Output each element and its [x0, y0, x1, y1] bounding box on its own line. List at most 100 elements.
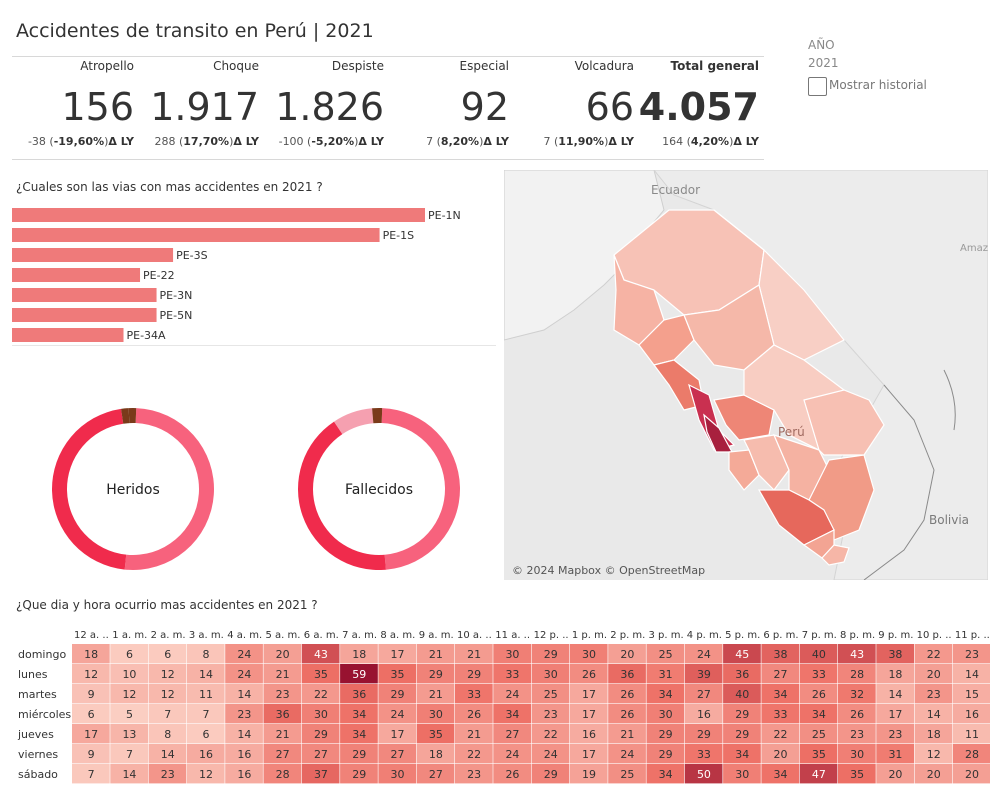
- heatmap-cell[interactable]: [608, 684, 646, 704]
- heatmap-cell[interactable]: [799, 704, 838, 724]
- bar-PE-3N[interactable]: [12, 288, 157, 302]
- heatmap-cell[interactable]: [876, 764, 914, 784]
- heatmap-cell[interactable]: [378, 764, 417, 784]
- heatmap-cell[interactable]: [761, 744, 800, 764]
- heatmap-cell[interactable]: [148, 724, 187, 744]
- heatmap-cell[interactable]: [148, 744, 187, 764]
- heatmap-cell[interactable]: [799, 664, 838, 684]
- heatmap-cell[interactable]: [186, 724, 225, 744]
- donut-slice-b[interactable]: [51, 408, 127, 570]
- heatmap-cell[interactable]: [876, 704, 914, 724]
- kpi-atropello[interactable]: Atropello 156 -38 (-19,60%)Δ LY: [12, 57, 136, 157]
- heatmap-cell[interactable]: [416, 704, 455, 724]
- heatmap-cell[interactable]: [876, 644, 914, 664]
- heatmap-cell[interactable]: [608, 764, 646, 784]
- heatmap-cell[interactable]: [914, 744, 953, 764]
- heatmap-cell[interactable]: [608, 664, 646, 684]
- heatmap-cell[interactable]: [493, 644, 531, 664]
- heatmap-cell[interactable]: [263, 744, 302, 764]
- heatmap-cell[interactable]: [340, 744, 378, 764]
- heatmap-cell[interactable]: [952, 744, 990, 764]
- donut-slice-a[interactable]: [381, 408, 460, 570]
- heatmap-cell[interactable]: [493, 764, 531, 784]
- donut-slice-c[interactable]: [121, 408, 130, 424]
- heatmap-cell[interactable]: [531, 724, 570, 744]
- heatmap-cell[interactable]: [761, 684, 800, 704]
- heatmap-cell[interactable]: [455, 744, 493, 764]
- bar-PE-1N[interactable]: [12, 208, 425, 222]
- heatmap-cell[interactable]: [186, 764, 225, 784]
- heatmap-cell[interactable]: [914, 664, 953, 684]
- heatmap-cell[interactable]: [646, 704, 685, 724]
- heatmap-cell[interactable]: [455, 764, 493, 784]
- heatmap-cell[interactable]: [110, 724, 148, 744]
- history-checkbox[interactable]: [808, 77, 827, 96]
- heatmap-cell[interactable]: [838, 744, 876, 764]
- heatmap-cell[interactable]: [110, 644, 148, 664]
- bar-PE-34A[interactable]: [12, 328, 124, 342]
- heatmap-cell[interactable]: [684, 644, 723, 664]
- donut-slice-d[interactable]: [128, 408, 137, 424]
- heatmap-cell[interactable]: [646, 684, 685, 704]
- heatmap-cell[interactable]: [455, 724, 493, 744]
- heatmap-cell[interactable]: [148, 664, 187, 684]
- heatmap-cell[interactable]: [876, 684, 914, 704]
- heatmap-cell[interactable]: [952, 684, 990, 704]
- donut-slice-a[interactable]: [124, 408, 214, 570]
- heatmap-cell[interactable]: [340, 644, 378, 664]
- heatmap-cell[interactable]: [263, 644, 302, 664]
- heatmap-cell[interactable]: [684, 684, 723, 704]
- heatmap-cell[interactable]: [225, 724, 263, 744]
- heatmap-cell[interactable]: [110, 704, 148, 724]
- heatmap-cell[interactable]: [838, 664, 876, 684]
- heatmap-cell[interactable]: [838, 644, 876, 664]
- heatmap-cell[interactable]: [340, 684, 378, 704]
- heatmap-cell[interactable]: [416, 644, 455, 664]
- heatmap-cell[interactable]: [838, 704, 876, 724]
- heatmap-cell[interactable]: [684, 704, 723, 724]
- year-filter-value[interactable]: 2021: [808, 56, 839, 70]
- heatmap-cell[interactable]: [723, 724, 761, 744]
- heatmap-cell[interactable]: [225, 664, 263, 684]
- heatmap-cell[interactable]: [225, 644, 263, 664]
- heatmap-cell[interactable]: [569, 764, 608, 784]
- heatmap-cell[interactable]: [72, 724, 110, 744]
- heatmap-cell[interactable]: [723, 744, 761, 764]
- heatmap-cell[interactable]: [569, 644, 608, 664]
- heatmap-cell[interactable]: [416, 764, 455, 784]
- heatmap-cell[interactable]: [684, 664, 723, 684]
- heatmap-cell[interactable]: [531, 644, 570, 664]
- bar-PE-3S[interactable]: [12, 248, 174, 262]
- heatmap-cell[interactable]: [799, 764, 838, 784]
- donut-slice-c[interactable]: [334, 408, 374, 435]
- heatmap-cell[interactable]: [416, 744, 455, 764]
- heatmap-cell[interactable]: [301, 764, 340, 784]
- heatmap-cell[interactable]: [838, 724, 876, 744]
- bar-PE-5N[interactable]: [12, 308, 157, 322]
- heatmap-cell[interactable]: [72, 664, 110, 684]
- donut-slice-b[interactable]: [298, 421, 386, 570]
- heatmap-cell[interactable]: [569, 724, 608, 744]
- heatmap-cell[interactable]: [952, 664, 990, 684]
- heatmap-cell[interactable]: [569, 684, 608, 704]
- heatmap-cell[interactable]: [914, 764, 953, 784]
- heatmap-cell[interactable]: [723, 644, 761, 664]
- heatmap-cell[interactable]: [148, 644, 187, 664]
- heatmap-cell[interactable]: [761, 664, 800, 684]
- kpi-volcadura[interactable]: Volcadura 66 7 (11,90%)Δ LY: [512, 57, 636, 157]
- heatmap-cell[interactable]: [952, 724, 990, 744]
- heatmap-cell[interactable]: [608, 704, 646, 724]
- heatmap-cell[interactable]: [340, 664, 378, 684]
- heatmap-cell[interactable]: [301, 744, 340, 764]
- heatmap-cell[interactable]: [646, 744, 685, 764]
- heatmap-cell[interactable]: [723, 764, 761, 784]
- heatmap-cell[interactable]: [378, 644, 417, 664]
- heatmap-cell[interactable]: [608, 724, 646, 744]
- heatmap-cell[interactable]: [799, 684, 838, 704]
- donut-slice-d[interactable]: [372, 408, 383, 424]
- heatmap-cell[interactable]: [225, 744, 263, 764]
- heatmap-cell[interactable]: [72, 764, 110, 784]
- heatmap-cell[interactable]: [378, 684, 417, 704]
- heatmap-cell[interactable]: [723, 664, 761, 684]
- heatmap-cell[interactable]: [493, 744, 531, 764]
